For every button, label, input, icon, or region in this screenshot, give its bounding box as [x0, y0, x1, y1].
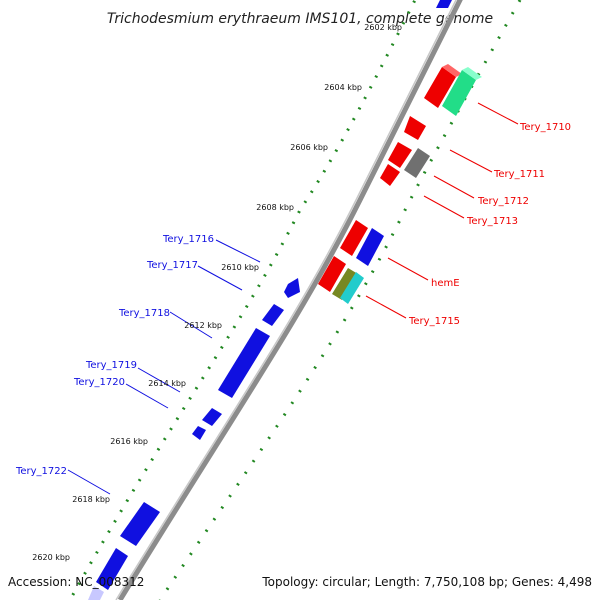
gene-tery-1719[interactable] — [202, 408, 222, 426]
tick-2602: 2602 kbp — [364, 23, 402, 32]
label-tery-1718: Tery_1718 — [118, 308, 170, 319]
gene-tery-1718[interactable] — [218, 328, 270, 398]
label-tery-1716: Tery_1716 — [162, 234, 214, 245]
label-tery-1720: Tery_1720 — [73, 377, 125, 388]
gene-tery-1712-red[interactable] — [388, 142, 412, 168]
label-tery-1713: Tery_1713 — [466, 216, 518, 227]
gene-tery-1710-body[interactable] — [424, 64, 462, 108]
gene-bottom-lavender[interactable] — [88, 586, 104, 600]
map-title: Trichodesmium erythraeum IMS101, complet… — [107, 11, 493, 27]
gene-tery-1716[interactable] — [284, 278, 300, 298]
gene-tery-1715-cyan[interactable] — [340, 272, 364, 304]
gene-hemE-red[interactable] — [340, 220, 368, 256]
tick-2606: 2606 kbp — [290, 143, 328, 152]
gene-tery-1715-olive[interactable] — [332, 268, 358, 300]
label-tery-1719: Tery_1719 — [85, 360, 137, 371]
gene-tery-1722[interactable] — [120, 502, 160, 546]
label-tery-1717: Tery_1717 — [146, 260, 198, 271]
label-tery-1712: Tery_1712 — [477, 196, 529, 207]
right-gene-labels: Tery_1710 Tery_1711 Tery_1712 Tery_1713 … — [408, 122, 571, 327]
tick-labels: 2602 kbp 2604 kbp 2606 kbp 2608 kbp 2610… — [32, 23, 402, 562]
genome-backbone — [117, 0, 463, 600]
gene-tery-1717[interactable] — [262, 304, 284, 326]
topology-text: Topology: circular; Length: 7,750,108 bp… — [261, 575, 592, 589]
tick-2616: 2616 kbp — [110, 437, 148, 446]
tick-2608: 2608 kbp — [256, 203, 294, 212]
tick-2620: 2620 kbp — [32, 553, 70, 562]
label-tery-1722: Tery_1722 — [15, 466, 67, 477]
gene-tery-1720[interactable] — [192, 426, 206, 440]
left-label-leaders — [67, 239, 261, 495]
tick-2604: 2604 kbp — [324, 83, 362, 92]
gene-tery-1711[interactable] — [404, 116, 426, 140]
gene-bottom-blue[interactable] — [96, 548, 128, 590]
label-tery-1711: Tery_1711 — [493, 169, 545, 180]
genome-backbone-highlight — [115, 0, 457, 600]
label-tery-1715: Tery_1715 — [408, 316, 460, 327]
top-blue-gene[interactable] — [436, 0, 452, 8]
label-tery-1710: Tery_1710 — [519, 122, 571, 133]
gene-tery-1715-red[interactable] — [318, 256, 346, 292]
tick-2612: 2612 kbp — [184, 321, 222, 330]
tick-2614: 2614 kbp — [148, 379, 186, 388]
inner-dotted-track — [68, 0, 417, 600]
gene-tery-1713[interactable] — [380, 164, 400, 186]
gene-tery-1710-green[interactable] — [442, 67, 482, 116]
accession-text: Accession: NC_008312 — [8, 575, 144, 589]
label-hemE: hemE — [431, 278, 460, 289]
right-label-leaders — [365, 102, 519, 319]
tick-2610: 2610 kbp — [221, 263, 259, 272]
tick-2618: 2618 kbp — [72, 495, 110, 504]
left-gene-labels: Tery_1716 Tery_1717 Tery_1718 Tery_1719 … — [15, 234, 214, 477]
gene-hemE-blue[interactable] — [356, 228, 384, 266]
gene-tery-1712-gray[interactable] — [404, 148, 430, 178]
